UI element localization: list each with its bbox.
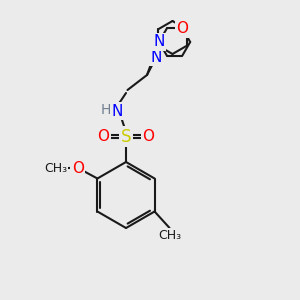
Text: CH₃: CH₃	[44, 161, 67, 175]
Text: N: N	[153, 34, 165, 50]
Text: O: O	[142, 129, 154, 144]
Text: S: S	[121, 128, 131, 146]
Text: O: O	[98, 129, 110, 144]
Text: CH₃: CH₃	[158, 229, 181, 242]
Text: N: N	[111, 103, 123, 118]
Text: N: N	[150, 50, 162, 64]
Text: O: O	[176, 21, 188, 36]
Text: H: H	[100, 103, 111, 116]
Text: O: O	[72, 160, 84, 175]
Text: N: N	[153, 34, 165, 50]
